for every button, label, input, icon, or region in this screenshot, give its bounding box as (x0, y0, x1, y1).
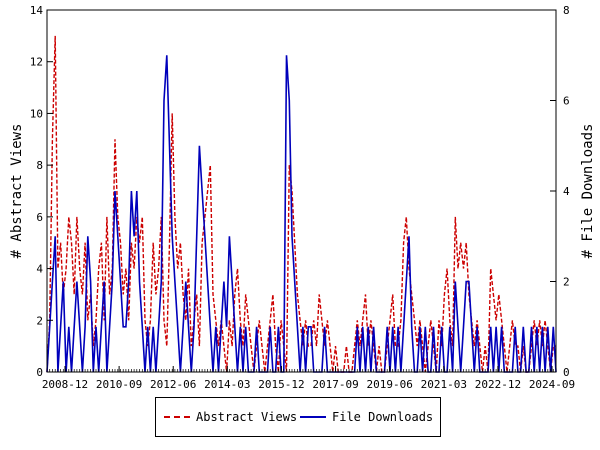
y-tick-label-right: 2 (563, 276, 570, 289)
x-axis-minor-ticks (46, 369, 557, 372)
legend-swatch-file-downloads (300, 416, 326, 418)
y-tick-label-right: 4 (563, 185, 570, 198)
legend-label-abstract-views: Abstract Views (196, 410, 298, 424)
series-line-abstract-views (46, 35, 556, 373)
x-tick-label: 2021-03 (421, 378, 467, 391)
x-tick-label: 2017-09 (312, 378, 358, 391)
y-tick-label-right: 8 (563, 4, 570, 17)
y-tick-label-left: 12 (30, 56, 43, 69)
y-axis-title-left: # Abstract Views (9, 124, 25, 259)
x-tick-label: 2024-09 (529, 378, 575, 391)
legend: Abstract Views File Downloads (155, 397, 441, 437)
x-tick-label: 2010-09 (96, 378, 142, 391)
axes: 2008-12 2010-09 2012-06 2014-03 2015-12 2017-… (30, 4, 575, 391)
y-tick-label-left: 14 (30, 4, 44, 17)
legend-item-file-downloads: File Downloads (300, 410, 433, 424)
y-tick-label-right: 6 (563, 95, 570, 108)
y-tick-label-left: 8 (36, 159, 43, 172)
x-tick-label: 2012-06 (150, 378, 196, 391)
y-tick-label-left: 2 (36, 314, 43, 327)
x-tick-label: 2008-12 (42, 378, 88, 391)
legend-label-file-downloads: File Downloads (332, 410, 434, 424)
plot-area (46, 35, 557, 373)
x-tick-label: 2015-12 (258, 378, 304, 391)
x-tick-label: 2019-06 (366, 378, 412, 391)
y-tick-label-left: 0 (36, 366, 43, 379)
y-tick-label-right: 0 (563, 366, 570, 379)
y-tick-label-left: 4 (36, 263, 43, 276)
x-tick-label: 2014-03 (204, 378, 250, 391)
legend-swatch-abstract-views (164, 416, 190, 418)
y-tick-label-left: 6 (36, 211, 43, 224)
x-tick-label: 2022-12 (475, 378, 521, 391)
series-line-file-downloads (46, 55, 557, 373)
y-tick-label-left: 10 (30, 107, 43, 120)
y-axis-title-right: # File Downloads (580, 124, 596, 259)
legend-item-abstract-views: Abstract Views (164, 410, 297, 424)
